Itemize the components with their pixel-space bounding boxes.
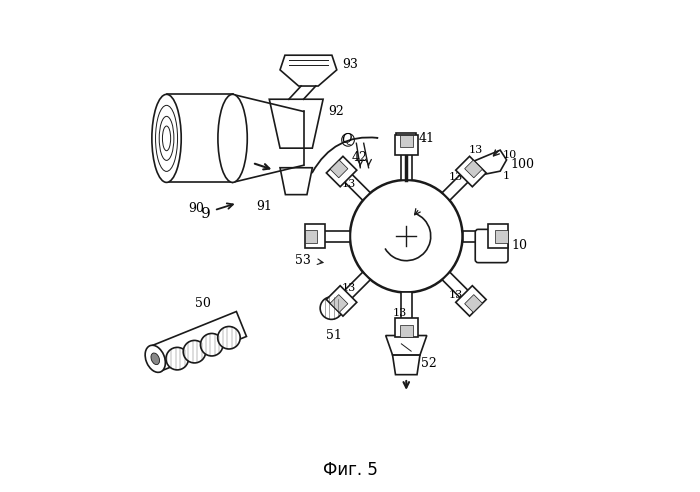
Ellipse shape <box>218 94 247 183</box>
Circle shape <box>166 347 188 370</box>
Polygon shape <box>496 230 508 243</box>
FancyArrowPatch shape <box>312 137 377 173</box>
Polygon shape <box>305 230 317 243</box>
Polygon shape <box>400 135 413 147</box>
Polygon shape <box>400 325 413 338</box>
Polygon shape <box>338 272 370 305</box>
Text: 50: 50 <box>195 297 211 309</box>
Polygon shape <box>442 168 475 200</box>
Polygon shape <box>456 156 486 187</box>
Polygon shape <box>315 231 350 242</box>
Text: 93: 93 <box>343 59 358 71</box>
Text: 10: 10 <box>503 150 517 160</box>
Polygon shape <box>330 295 348 312</box>
Polygon shape <box>395 135 418 154</box>
Circle shape <box>350 180 463 292</box>
Circle shape <box>200 334 223 356</box>
Polygon shape <box>305 224 325 248</box>
Polygon shape <box>326 156 357 187</box>
Polygon shape <box>270 99 323 148</box>
Text: 41: 41 <box>419 132 435 145</box>
Polygon shape <box>465 295 482 312</box>
Ellipse shape <box>151 353 160 365</box>
Text: 91: 91 <box>256 200 272 213</box>
Text: 51: 51 <box>326 329 342 341</box>
Bar <box>396 133 416 146</box>
Polygon shape <box>326 286 357 316</box>
Polygon shape <box>386 336 427 355</box>
Polygon shape <box>280 168 312 195</box>
Polygon shape <box>488 224 508 248</box>
Polygon shape <box>465 160 482 178</box>
Polygon shape <box>456 286 486 316</box>
Circle shape <box>183 340 206 363</box>
Polygon shape <box>442 272 475 305</box>
Text: 92: 92 <box>328 105 344 118</box>
FancyBboxPatch shape <box>475 229 508 263</box>
Polygon shape <box>463 231 498 242</box>
Text: 52: 52 <box>421 357 437 370</box>
Polygon shape <box>330 160 348 178</box>
Polygon shape <box>338 168 370 200</box>
Circle shape <box>320 297 343 319</box>
Polygon shape <box>150 311 246 371</box>
Text: 1: 1 <box>503 171 510 181</box>
Text: Фиг. 5: Фиг. 5 <box>323 461 377 479</box>
Circle shape <box>218 327 240 349</box>
Polygon shape <box>401 145 412 180</box>
Text: 13: 13 <box>342 283 356 293</box>
Polygon shape <box>401 292 412 328</box>
Text: Q: Q <box>342 132 351 145</box>
Ellipse shape <box>145 345 165 372</box>
Polygon shape <box>280 55 337 86</box>
Polygon shape <box>395 318 418 338</box>
Polygon shape <box>473 150 507 176</box>
Text: 100: 100 <box>510 158 534 171</box>
Text: 9: 9 <box>201 207 211 221</box>
Text: 42: 42 <box>352 152 368 164</box>
Polygon shape <box>393 355 420 375</box>
Ellipse shape <box>152 94 181 183</box>
Text: 13: 13 <box>468 145 482 155</box>
Text: 13: 13 <box>393 308 407 318</box>
Text: 10: 10 <box>512 239 527 251</box>
Polygon shape <box>167 94 232 183</box>
Text: 53: 53 <box>295 254 311 267</box>
Text: 90: 90 <box>188 202 204 215</box>
Text: 13: 13 <box>342 180 356 189</box>
Text: 13: 13 <box>449 290 463 301</box>
Text: 13: 13 <box>449 172 463 182</box>
